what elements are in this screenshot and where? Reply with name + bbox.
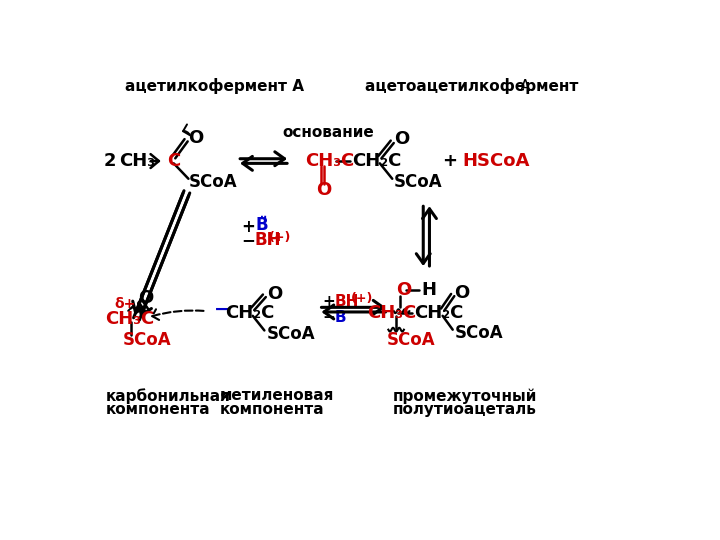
Text: H: H — [421, 281, 436, 299]
Text: BH: BH — [335, 294, 359, 309]
Text: O: O — [266, 285, 282, 303]
Text: CH₃: CH₃ — [120, 152, 156, 170]
Text: δ+: δ+ — [114, 296, 136, 310]
Text: −: − — [323, 310, 336, 325]
Text: ацетилкофермент А: ацетилкофермент А — [125, 78, 304, 94]
Text: B̈: B̈ — [256, 216, 269, 234]
Text: O: O — [396, 281, 411, 299]
Text: CH₂C: CH₂C — [352, 152, 401, 170]
Text: B: B — [335, 310, 346, 325]
Text: компонента: компонента — [106, 402, 210, 417]
Text: +: + — [443, 152, 458, 170]
Text: промежуточный: промежуточный — [392, 388, 536, 404]
Text: компонента: компонента — [220, 402, 325, 417]
Text: CH₃C: CH₃C — [305, 152, 355, 170]
Text: SCoA: SCoA — [266, 325, 315, 343]
Text: метиленовая: метиленовая — [220, 388, 335, 403]
Text: полутиоацеталь: полутиоацеталь — [392, 402, 536, 417]
Text: SCoA: SCoA — [122, 332, 171, 349]
Text: O: O — [316, 181, 331, 199]
Text: SCoA: SCoA — [394, 173, 442, 191]
Text: CH₃C: CH₃C — [106, 310, 155, 328]
Text: O: O — [395, 131, 410, 149]
Text: +: + — [241, 218, 255, 235]
Text: SCoA: SCoA — [454, 324, 503, 342]
Text: O: O — [454, 284, 469, 302]
Text: C: C — [167, 152, 180, 170]
Text: карбонильная: карбонильная — [106, 388, 230, 404]
Text: SCoA: SCoA — [387, 332, 436, 349]
Text: +: + — [323, 294, 336, 309]
Text: основание: основание — [282, 125, 374, 140]
Text: CH₂C: CH₂C — [414, 303, 464, 322]
Text: HSCoA: HSCoA — [462, 152, 529, 170]
Text: O: O — [189, 129, 204, 147]
Text: ацетоацетилкофермент: ацетоацетилкофермент — [365, 78, 584, 94]
Text: −: − — [214, 299, 230, 319]
Text: А: А — [520, 79, 531, 94]
Text: (+): (+) — [351, 292, 373, 306]
Text: 2: 2 — [104, 152, 117, 170]
Text: O: O — [138, 289, 153, 307]
Text: BH: BH — [254, 231, 281, 249]
Text: SCoA: SCoA — [189, 173, 238, 191]
Text: CH₃C: CH₃C — [367, 303, 417, 322]
Text: (+): (+) — [269, 231, 292, 244]
Text: CH₂C: CH₂C — [225, 303, 275, 322]
Text: −: − — [241, 231, 255, 249]
